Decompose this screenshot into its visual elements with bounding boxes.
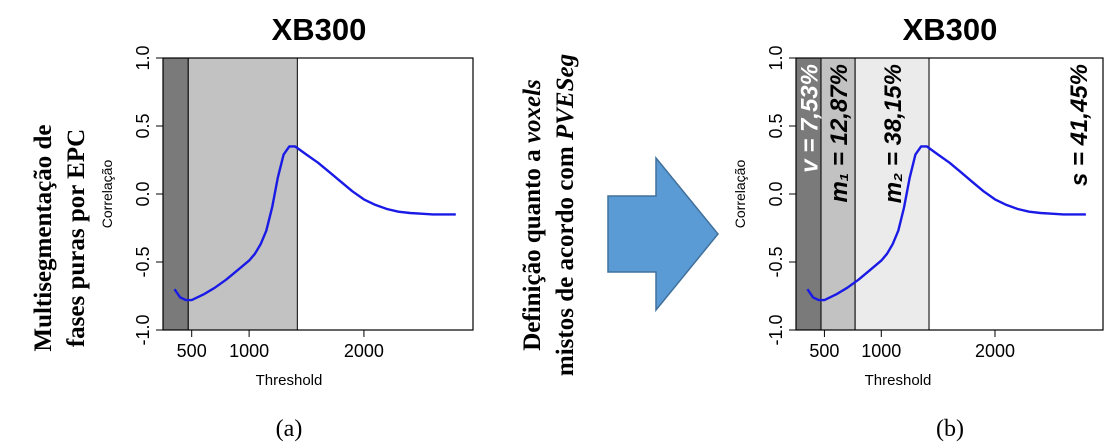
left-caption-line1: Multisegmentação de [30,124,57,351]
chart-b: XB300 v = 7,53% m₁ = 12,87% m₂ = 38,15% s = … [732,12,1104,442]
chart-b-region-label-1: m₁ = 12,87% [826,64,853,203]
chart-b-region-label-3: s = 41,45% [1066,64,1093,186]
chart-a-ylabel: Correlação [99,160,115,229]
chart-b-xtick-label-0: 500 [809,341,839,361]
chart-a-xtick-label-1: 1000 [229,341,269,361]
chart-b-series-line-0 [806,145,1086,302]
chart-b-region-label-2: m₂ = 38,15% [880,64,907,203]
chart-b-ytick-label-3: -0.5 [766,246,786,277]
chart-b-ylabel: Correlação [732,160,748,229]
left-caption: Multisegmentação de fases puras por EPC [30,124,90,351]
chart-b-ytick-label-2: 0.0 [766,181,786,206]
chart-b-ytick-label-4: -1.0 [766,314,786,345]
chart-b-panel-label: (b) [936,416,964,442]
chart-b-xtick-label-1: 1000 [861,341,901,361]
middle-caption-line1-text: Definição quanto a [519,143,546,351]
middle-caption-line2-text: mistos de acordo com [552,140,579,376]
chart-a-title: XB300 [272,12,367,47]
chart-a-ytick-label-0: 1.0 [133,45,153,70]
right-arrow-icon [607,155,719,313]
chart-a: XB300 500 1000 2000 1.0 0.5 0.0 -0.5 -1.0 Thresho… [99,12,474,442]
chart-b-xtick-label-2: 2000 [975,341,1015,361]
chart-a-ytick-label-2: 0.0 [133,181,153,206]
chart-b-region-3 [928,57,1104,331]
chart-a-xtick-label-0: 500 [177,341,207,361]
chart-a-ytick-label-3: -0.5 [133,246,153,277]
chart-a-series-line-0 [173,145,456,302]
chart-a-panel-label: (a) [276,416,303,442]
chart-a-xtick-label-2: 2000 [344,341,384,361]
chart-b-title: XB300 [903,12,998,47]
chart-a-ytick-label-1: 0.5 [133,113,153,138]
middle-caption-line1: Definição quanto a voxels [519,79,546,351]
chart-a-region-0 [162,57,189,331]
chart-b-ytick-label-0: 1.0 [766,45,786,70]
chart-b-ytick-label-1: 0.5 [766,113,786,138]
middle-caption-line2-italic: PVESeg [552,54,579,141]
middle-caption: Definição quanto a voxels mistos de acor… [519,54,579,376]
middle-caption-line1-italic: voxels [519,79,546,143]
left-caption-line2: fases puras por EPC [63,129,90,347]
chart-b-region-label-0: v = 7,53% [797,64,824,173]
chart-b-xlabel: Threshold [865,372,932,389]
middle-caption-line2: mistos de acordo com PVESeg [552,54,579,376]
chart-a-region-1 [187,57,298,331]
chart-a-ytick-label-4: -1.0 [133,314,153,345]
chart-a-xlabel: Threshold [256,372,323,389]
